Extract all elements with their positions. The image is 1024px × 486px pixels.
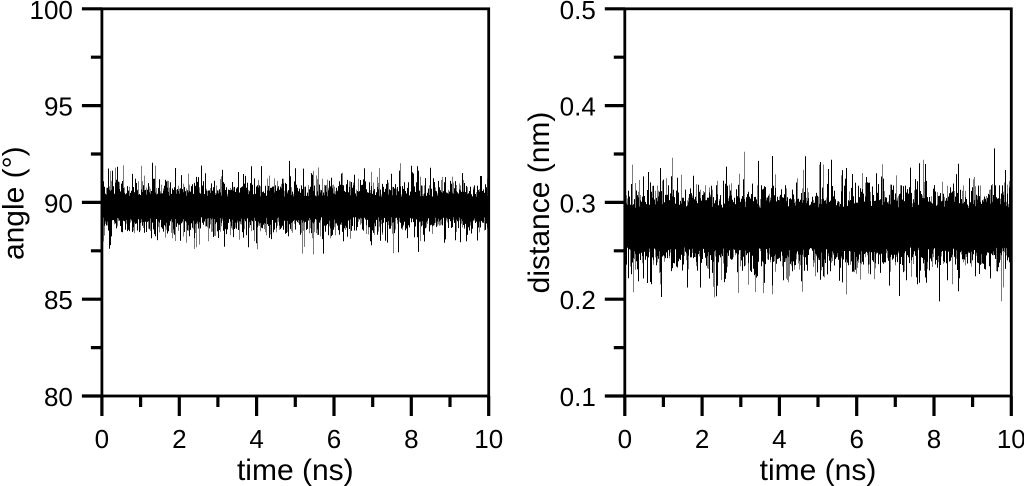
- svg-text:time (ns): time (ns): [760, 454, 877, 486]
- svg-text:95: 95: [44, 92, 73, 122]
- svg-text:6: 6: [327, 424, 341, 454]
- svg-text:8: 8: [927, 424, 941, 454]
- svg-text:time (ns): time (ns): [237, 454, 354, 486]
- svg-text:4: 4: [249, 424, 263, 454]
- svg-text:10: 10: [997, 424, 1024, 454]
- svg-text:2: 2: [695, 424, 709, 454]
- svg-text:0: 0: [95, 424, 109, 454]
- svg-text:0.2: 0.2: [560, 285, 596, 315]
- svg-text:4: 4: [772, 424, 786, 454]
- svg-text:0.4: 0.4: [560, 92, 596, 122]
- svg-text:0.1: 0.1: [560, 382, 596, 412]
- svg-text:8: 8: [404, 424, 418, 454]
- svg-text:angle (°): angle (°): [0, 146, 31, 260]
- svg-text:80: 80: [44, 382, 73, 412]
- svg-text:85: 85: [44, 285, 73, 315]
- svg-text:0.5: 0.5: [560, 0, 596, 25]
- svg-text:6: 6: [849, 424, 863, 454]
- svg-text:10: 10: [474, 424, 503, 454]
- svg-text:0: 0: [618, 424, 632, 454]
- svg-text:100: 100: [30, 0, 73, 25]
- svg-text:2: 2: [172, 424, 186, 454]
- svg-text:90: 90: [44, 188, 73, 218]
- svg-text:distance (nm): distance (nm): [523, 112, 556, 294]
- svg-text:0.3: 0.3: [560, 188, 596, 218]
